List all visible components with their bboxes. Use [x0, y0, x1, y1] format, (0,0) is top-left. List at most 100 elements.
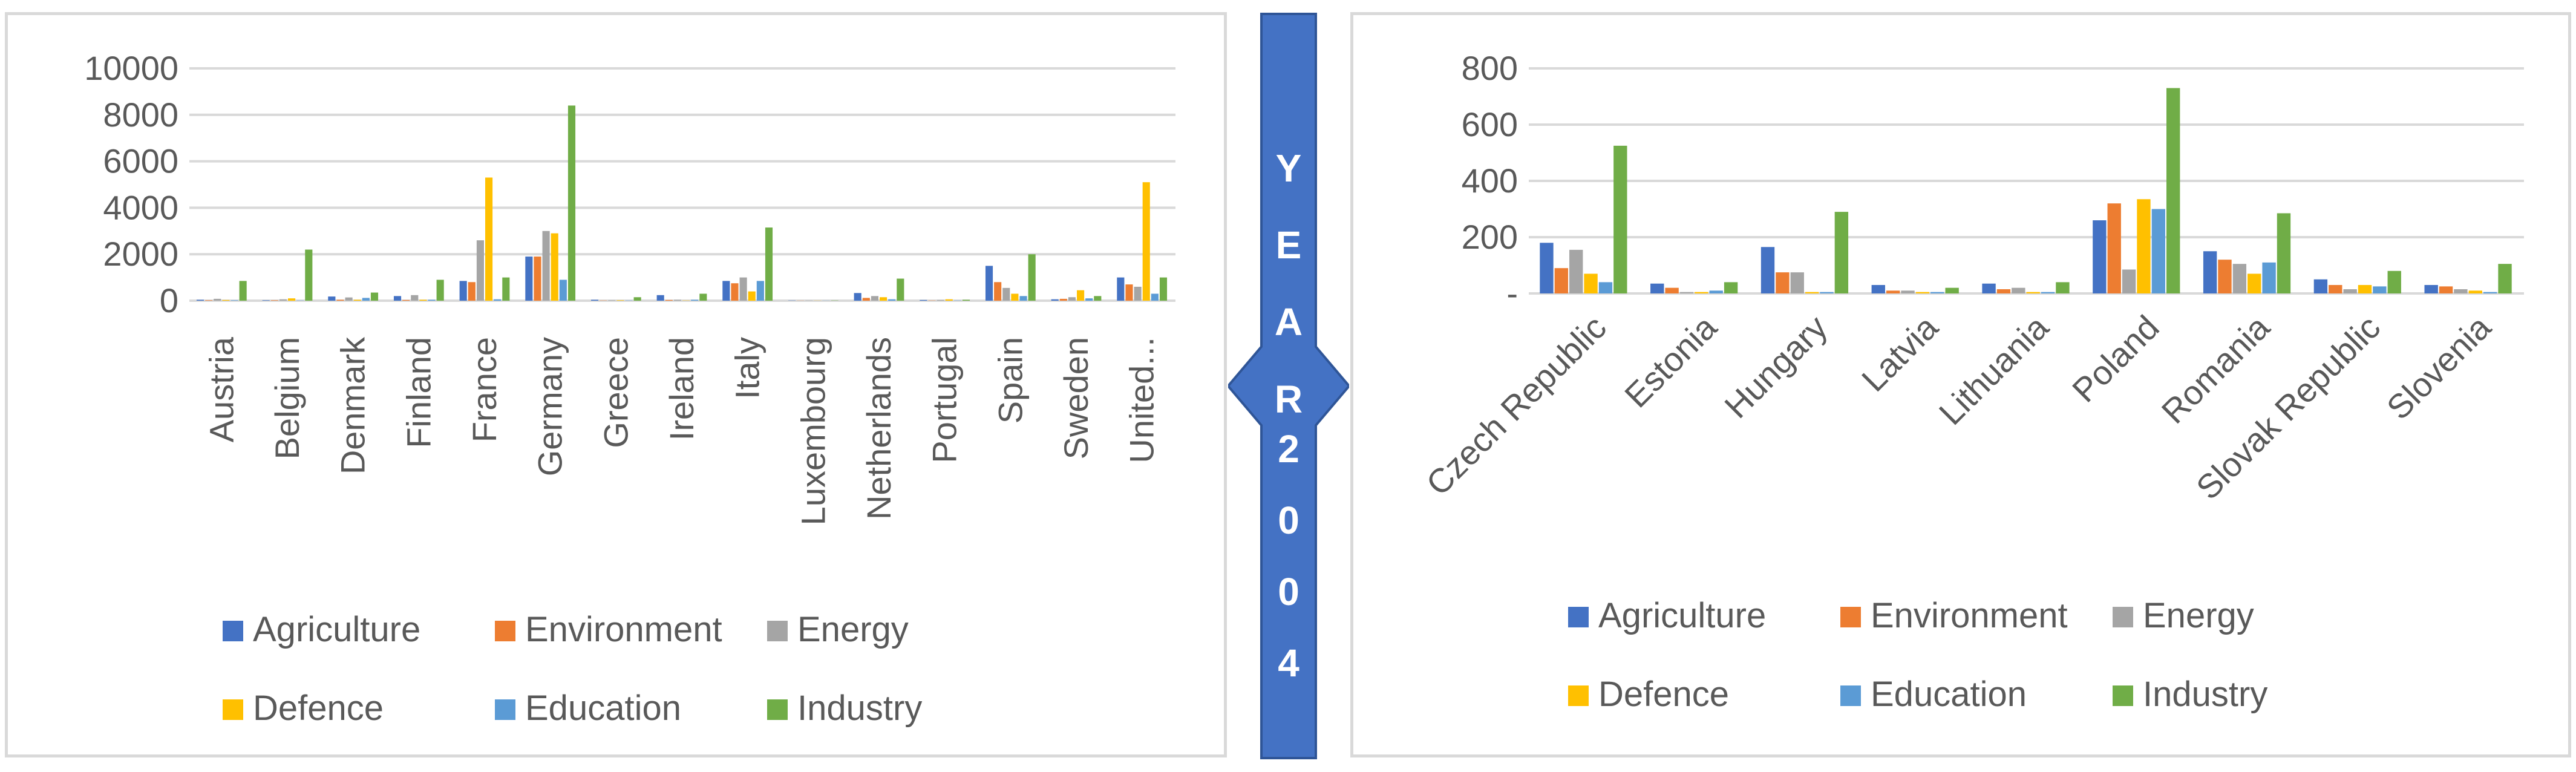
bar-environment	[270, 300, 278, 301]
legend-label-energy: Energy	[2143, 596, 2254, 635]
banner-char: 0	[1278, 570, 1299, 613]
x-category-label: Luxembourg	[794, 337, 832, 525]
bar-agriculture	[722, 281, 730, 301]
x-category-label: Spain	[991, 337, 1029, 424]
bar-agriculture	[1117, 277, 1125, 301]
legend-swatch-defence	[223, 699, 243, 720]
bar-industry	[1945, 287, 1959, 293]
legend-swatch-industry	[2113, 685, 2133, 706]
bar-energy	[871, 296, 878, 301]
bar-defence	[2247, 273, 2261, 293]
bar-defence	[1695, 292, 1708, 293]
bar-defence	[1142, 182, 1150, 301]
bar-environment	[534, 257, 541, 301]
legend-swatch-environment	[1840, 607, 1861, 627]
bar-agriculture	[1982, 283, 1996, 293]
bar-agriculture	[393, 296, 402, 301]
x-category-label: Finland	[399, 337, 437, 448]
y-tick-label: 600	[1462, 105, 1518, 143]
bar-environment	[862, 298, 870, 301]
bar-energy	[1134, 286, 1142, 301]
bar-energy	[2012, 287, 2025, 293]
bar-environment	[402, 299, 410, 301]
bar-education	[1709, 290, 1723, 293]
bar-agriculture	[985, 266, 993, 301]
bar-defence	[288, 298, 296, 301]
bar-defence	[880, 297, 888, 301]
y-tick-label: 2000	[103, 235, 178, 273]
bar-industry	[436, 280, 444, 301]
bar-agriculture	[1540, 243, 1554, 293]
chart-western-europe: 0 2000 4000 6000 8000 10000 Austria Belgium Denm…	[84, 49, 1175, 728]
bar-defence	[748, 291, 756, 301]
bar-energy	[2232, 264, 2247, 293]
x-category-label: Slovak Republic	[2189, 308, 2387, 506]
legend-swatch-agriculture	[1568, 607, 1589, 627]
bar-education	[1930, 292, 1944, 293]
bar-environment	[468, 282, 476, 301]
bar-environment	[665, 299, 673, 301]
bar-defence	[485, 177, 493, 301]
bar-industry	[897, 278, 904, 301]
y-tick-label: 200	[1462, 218, 1518, 256]
bar-agriculture	[920, 299, 927, 301]
bar-energy	[411, 295, 419, 301]
bar-defence	[2137, 199, 2151, 293]
bar-education	[2041, 292, 2055, 293]
bar-environment	[731, 283, 739, 301]
bar-education	[2483, 292, 2497, 293]
bar-defence	[2026, 292, 2040, 293]
bar-industry	[699, 293, 707, 301]
legend-swatch-agriculture	[223, 621, 243, 641]
bar-industry	[1094, 296, 1102, 301]
x-category-label: Italy	[728, 337, 767, 399]
x-category-label: Portugal	[926, 337, 964, 463]
legend-label-agriculture: Agriculture	[1598, 596, 1766, 635]
legend-swatch-defence	[1568, 685, 1589, 706]
bar-environment	[2107, 203, 2121, 293]
y-tick-label: 4000	[103, 188, 178, 226]
bar-defence	[945, 299, 953, 301]
bar-environment	[1665, 287, 1679, 293]
legend-label-education: Education	[525, 689, 681, 728]
bar-agriculture	[459, 281, 467, 301]
bar-defence	[1915, 292, 1930, 293]
legend-label-industry: Industry	[797, 689, 922, 728]
bar-industry	[765, 227, 773, 301]
bar-industry	[567, 105, 576, 301]
bar-energy	[1002, 287, 1010, 301]
bar-education	[2151, 209, 2166, 293]
bar-environment	[1886, 290, 1900, 293]
bar-industry	[370, 292, 379, 301]
bar-industry	[1028, 254, 1036, 301]
bar-agriculture	[196, 299, 204, 301]
bar-agriculture	[590, 299, 599, 301]
bar-education	[2373, 286, 2387, 293]
legend-swatch-energy	[2113, 607, 2133, 627]
bar-defence	[616, 300, 624, 301]
y-tick-label: 6000	[103, 142, 178, 180]
x-category-label: Hungary	[1717, 308, 1834, 425]
bar-industry	[1724, 282, 1738, 293]
bar-energy	[476, 240, 484, 301]
legend-swatch-industry	[767, 699, 788, 720]
bar-agriculture	[525, 257, 533, 301]
legend-label-environment: Environment	[525, 610, 722, 649]
bar-agriculture	[1760, 247, 1775, 293]
bar-industry	[305, 249, 313, 301]
bar-education	[1598, 282, 1613, 293]
bar-defence	[1584, 273, 1598, 293]
x-category-label: Netherlands	[860, 337, 898, 520]
bar-defence	[1011, 293, 1019, 301]
bar-industry	[1834, 212, 1849, 293]
x-category-label: France	[465, 337, 503, 442]
x-category-label: Germany	[531, 337, 569, 476]
bar-education	[888, 299, 896, 301]
x-category-label: Denmark	[334, 336, 372, 474]
banner-char: R	[1274, 378, 1303, 421]
bar-industry	[633, 297, 641, 301]
bar-environment	[1125, 284, 1133, 301]
bar-energy	[2343, 289, 2357, 293]
bar-energy	[1790, 272, 1804, 293]
x-category-label: Sweden	[1057, 337, 1095, 459]
